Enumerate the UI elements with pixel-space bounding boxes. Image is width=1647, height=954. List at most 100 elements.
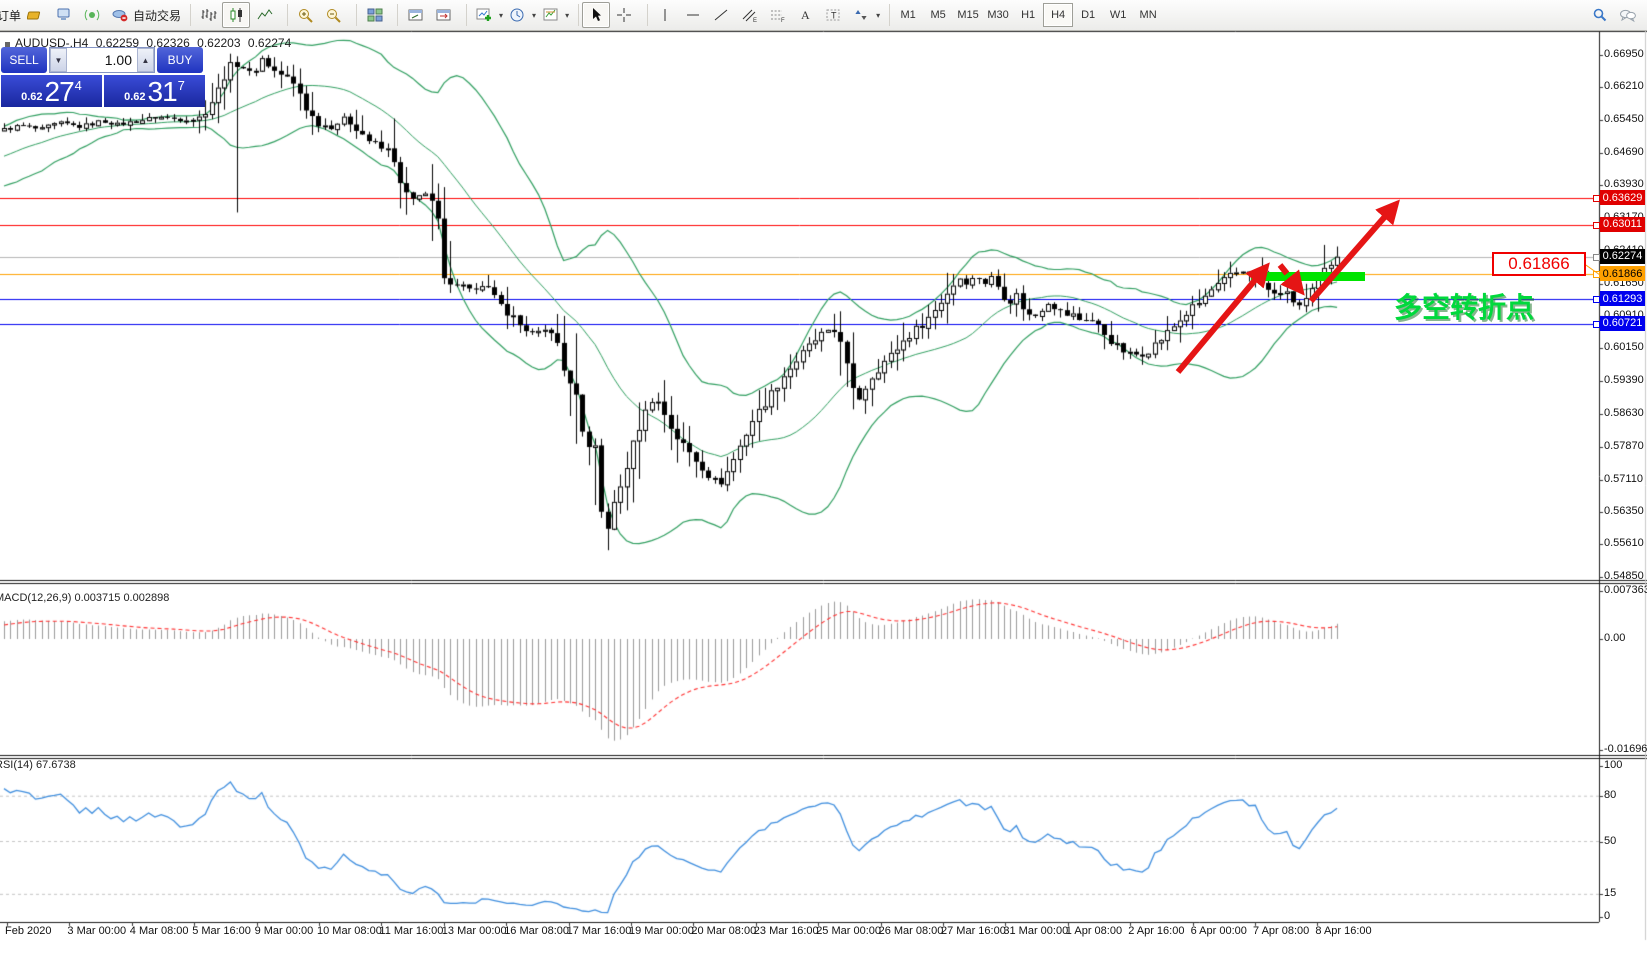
- svg-text:F: F: [781, 18, 785, 23]
- timeframe-m30[interactable]: M30: [987, 9, 1009, 21]
- gold-history-icon[interactable]: [21, 2, 49, 28]
- volume-stepper: ▼ 1.00 ▲: [49, 47, 155, 73]
- time-tick-label: 23 Mar 16:00: [753, 925, 819, 937]
- shapes-icon[interactable]: [847, 2, 875, 28]
- timeframe-m15[interactable]: M15: [957, 9, 979, 21]
- time-tick-label: 3 Mar 00:00: [67, 925, 127, 937]
- line-handle[interactable]: [1593, 271, 1600, 279]
- sell-price-tile[interactable]: 0.62 27 4: [1, 75, 102, 107]
- turning-point-annotation[interactable]: 多空转折点: [1394, 292, 1535, 323]
- price-tick-label: 0.54850: [1604, 570, 1644, 582]
- line-handle[interactable]: [1593, 296, 1600, 304]
- timeframe-mn[interactable]: MN: [1139, 9, 1157, 21]
- low-value: 0.62203: [197, 36, 241, 50]
- add-indicator-dropdown-caret[interactable]: ▾: [499, 10, 504, 20]
- line-handle[interactable]: [1593, 320, 1600, 328]
- toolbar-separator: [640, 4, 649, 26]
- shapes-dropdown-caret[interactable]: ▾: [876, 10, 881, 20]
- time-tick-label: 2 Apr 16:00: [1128, 925, 1185, 937]
- rsi-tick-label: 15: [1604, 887, 1617, 900]
- rsi-indicator-label: RSI(14) 67.6738: [0, 759, 76, 771]
- data-signal-icon[interactable]: [77, 2, 105, 28]
- buy-price-tile[interactable]: 0.62 31 7: [104, 75, 205, 107]
- toolbar-separator: [183, 4, 192, 26]
- sell-price-prefix: 0.62: [21, 91, 43, 103]
- auto-arrange-icon[interactable]: [401, 2, 429, 28]
- crosshair-icon[interactable]: [610, 2, 638, 28]
- macd-indicator-label: MACD(12,26,9) 0.003715 0.002898: [0, 592, 170, 604]
- high-value: 0.62326: [146, 36, 190, 50]
- rsi-tick-label: 100: [1604, 759, 1623, 771]
- timeframe-d1[interactable]: D1: [1081, 9, 1096, 21]
- add-indicator-icon[interactable]: [470, 2, 498, 28]
- symbol-period: AUDUSD-,H4: [15, 36, 89, 50]
- market-watch-icon[interactable]: [49, 2, 77, 28]
- buy-button[interactable]: BUY: [157, 47, 203, 73]
- tile-windows-icon[interactable]: [360, 2, 388, 28]
- macd-tick-label: 0.00: [1604, 632, 1626, 644]
- price-tick-label: 0.66210: [1604, 79, 1644, 92]
- buy-price-prefix: 0.62: [124, 91, 146, 103]
- price-tick-label: 0.57870: [1604, 439, 1644, 452]
- periods-clock-icon[interactable]: [503, 2, 531, 28]
- line-handle[interactable]: [1593, 195, 1600, 203]
- close-value: 0.62274: [247, 36, 292, 50]
- sell-price-big: 27: [44, 76, 75, 107]
- text-icon[interactable]: A: [791, 2, 819, 28]
- trendline-icon[interactable]: [707, 2, 735, 28]
- time-tick-label: 26 Mar 08:00: [878, 925, 944, 937]
- sell-price-sup: 4: [74, 78, 82, 93]
- volume-input[interactable]: 1.00: [104, 52, 132, 68]
- time-tick-label: 11 Mar 16:00: [379, 925, 444, 937]
- comments-icon[interactable]: [1613, 2, 1641, 28]
- timeframe-h4[interactable]: H4: [1043, 3, 1074, 27]
- time-tick-label: 7 Apr 08:00: [1253, 925, 1310, 937]
- chart-shift-icon[interactable]: [429, 2, 457, 28]
- bar-chart-icon[interactable]: [194, 2, 222, 28]
- template-chart-dropdown-caret[interactable]: ▾: [565, 10, 570, 20]
- price-tick-label: 0.65450: [1604, 112, 1644, 125]
- price-tick-label: 0.63930: [1604, 178, 1644, 191]
- toolbar: 新订单 自动交易 ▾ ▾ ▾ E F A T ▾ M1 M5 M15 M30 H1 H4 D1 W1 MN: [0, 0, 1647, 31]
- candlestick-icon[interactable]: [222, 2, 251, 28]
- vertical-line-icon[interactable]: [651, 2, 679, 28]
- price-callout-box[interactable]: 0.61866: [1492, 252, 1586, 276]
- timeframe-h1[interactable]: H1: [1021, 9, 1036, 21]
- timeframe-m5[interactable]: M5: [930, 9, 946, 21]
- green-rectangle-annotation[interactable]: [1251, 272, 1365, 281]
- timeframe-w1[interactable]: W1: [1109, 9, 1127, 21]
- line-handle[interactable]: [1593, 253, 1600, 261]
- chart-ohlc-line: AUDUSD-,H4 0.62259 0.62326 0.62203 0.622…: [5, 36, 295, 50]
- price-badge: 0.60721: [1600, 315, 1645, 331]
- zoom-in-icon[interactable]: [291, 2, 319, 28]
- periods-clock-dropdown-caret[interactable]: ▾: [532, 10, 537, 20]
- toolbar-separator: [280, 4, 289, 26]
- fibonacci-icon[interactable]: F: [763, 2, 791, 28]
- zoom-out-icon[interactable]: [319, 2, 347, 28]
- channel-icon[interactable]: E: [735, 2, 763, 28]
- line-chart-icon[interactable]: [250, 2, 278, 28]
- time-tick-label: 27 Mar 16:00: [941, 925, 1006, 937]
- cursor-icon[interactable]: [582, 2, 611, 28]
- autotrading-button[interactable]: 自动交易: [133, 8, 182, 23]
- price-tick-label: 0.66950: [1604, 48, 1644, 60]
- label-icon[interactable]: T: [819, 2, 847, 28]
- timeframe-m1[interactable]: M1: [900, 9, 916, 21]
- svg-text:E: E: [753, 18, 757, 23]
- search-icon[interactable]: [1585, 2, 1613, 28]
- new-order-button[interactable]: 新订单: [0, 8, 22, 23]
- volume-down-button[interactable]: ▼: [50, 48, 67, 72]
- price-badge: 0.63629: [1600, 190, 1645, 206]
- time-tick-label: 17 Mar 16:00: [566, 925, 632, 937]
- line-handle[interactable]: [1593, 221, 1600, 229]
- template-chart-icon[interactable]: [536, 2, 564, 28]
- rsi-tick-label: 0: [1604, 910, 1611, 922]
- autotrade-icon[interactable]: [105, 2, 133, 28]
- svg-text:A: A: [801, 8, 810, 22]
- sell-button[interactable]: SELL: [1, 47, 47, 73]
- volume-up-button[interactable]: ▲: [137, 48, 154, 72]
- price-badge: 0.63011: [1600, 216, 1645, 232]
- macd-tick-label: -0.01696: [1604, 743, 1647, 756]
- horizontal-line-icon[interactable]: [679, 2, 707, 28]
